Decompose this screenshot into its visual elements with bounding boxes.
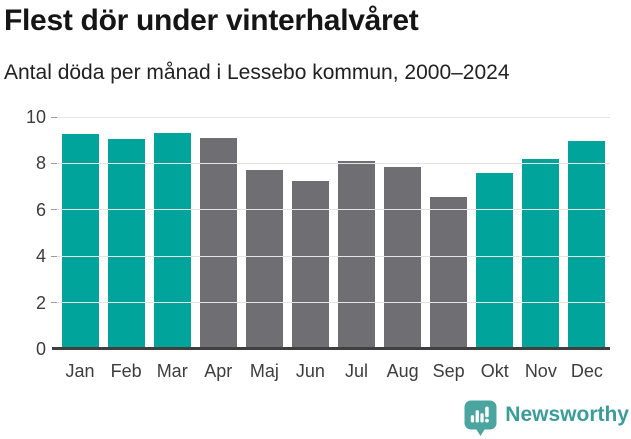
x-axis-label-okt: Okt bbox=[480, 361, 509, 381]
y-axis-label-4: 4 bbox=[35, 246, 46, 267]
y-axis-label-0: 0 bbox=[35, 339, 46, 359]
bar-slot-sep bbox=[426, 117, 472, 349]
x-axis-label-feb: Feb bbox=[110, 361, 142, 381]
bar-slot-apr bbox=[195, 117, 241, 349]
bar-jul bbox=[338, 161, 375, 349]
bar-maj bbox=[245, 170, 283, 349]
y-tick-2 bbox=[51, 302, 57, 304]
gridline-10 bbox=[57, 116, 610, 118]
x-axis-label-aug: Aug bbox=[386, 361, 419, 381]
plot-area bbox=[51, 116, 610, 349]
x-axis-labels: Jan Feb Mar Apr Maj Jun Jul Aug Sep Okt Nov Dec bbox=[57, 359, 610, 383]
bar-slot-jun bbox=[287, 117, 333, 349]
bar-group bbox=[57, 117, 610, 349]
y-axis-label-8: 8 bbox=[35, 153, 46, 174]
newsworthy-logo-icon bbox=[464, 400, 497, 436]
x-axis-label-apr: Apr bbox=[204, 361, 233, 381]
x-axis-label-nov: Nov bbox=[524, 361, 557, 381]
bar-slot-maj bbox=[241, 117, 287, 349]
bar-mar bbox=[153, 133, 191, 349]
gridline-4 bbox=[57, 255, 610, 257]
y-axis-label-2: 2 bbox=[35, 292, 46, 313]
bar-sep bbox=[430, 197, 468, 349]
x-axis-label-maj: Maj bbox=[249, 361, 279, 381]
y-axis-label-10: 10 bbox=[25, 107, 46, 127]
bar-slot-dec bbox=[564, 117, 610, 349]
bar-slot-jul bbox=[333, 117, 379, 349]
y-tick-10 bbox=[51, 116, 57, 118]
bar-feb bbox=[107, 139, 145, 349]
bar-slot-nov bbox=[518, 117, 564, 349]
x-axis-line bbox=[52, 347, 610, 350]
bar-aug bbox=[384, 166, 422, 349]
chart-title: Flest dör under vinterhalvåret bbox=[4, 4, 419, 37]
bar-jun bbox=[291, 180, 329, 349]
x-axis-label-mar: Mar bbox=[156, 361, 188, 381]
x-axis-label-dec: Dec bbox=[570, 361, 603, 381]
y-tick-8 bbox=[51, 162, 57, 164]
brand-footer: Newsworthy bbox=[464, 399, 629, 437]
bar-slot-mar bbox=[149, 117, 195, 349]
x-axis-label-jan: Jan bbox=[65, 361, 95, 381]
x-axis-label-jul: Jul bbox=[345, 361, 369, 381]
brand-name: Newsworthy bbox=[505, 403, 629, 426]
y-axis-label-6: 6 bbox=[35, 199, 46, 220]
bar-dec bbox=[568, 141, 606, 349]
x-axis-label-jun: Jun bbox=[295, 361, 325, 381]
gridline-6 bbox=[57, 209, 610, 211]
gridline-2 bbox=[57, 302, 610, 304]
bar-okt bbox=[476, 172, 514, 349]
chart-subtitle: Antal döda per månad i Lessebo kommun, 2… bbox=[4, 61, 510, 84]
bar-apr bbox=[199, 137, 237, 349]
y-tick-6 bbox=[51, 209, 57, 211]
y-tick-4 bbox=[51, 255, 57, 257]
bar-slot-okt bbox=[472, 117, 518, 349]
y-axis-labels: 0 2 4 6 8 10 bbox=[0, 107, 46, 359]
gridline-8 bbox=[57, 162, 610, 164]
bar-nov bbox=[522, 158, 560, 349]
x-axis-label-sep: Sep bbox=[432, 361, 465, 381]
bar-jan bbox=[61, 134, 99, 349]
bar-slot-aug bbox=[380, 117, 426, 349]
bar-slot-jan bbox=[57, 117, 103, 349]
bar-slot-feb bbox=[103, 117, 149, 349]
